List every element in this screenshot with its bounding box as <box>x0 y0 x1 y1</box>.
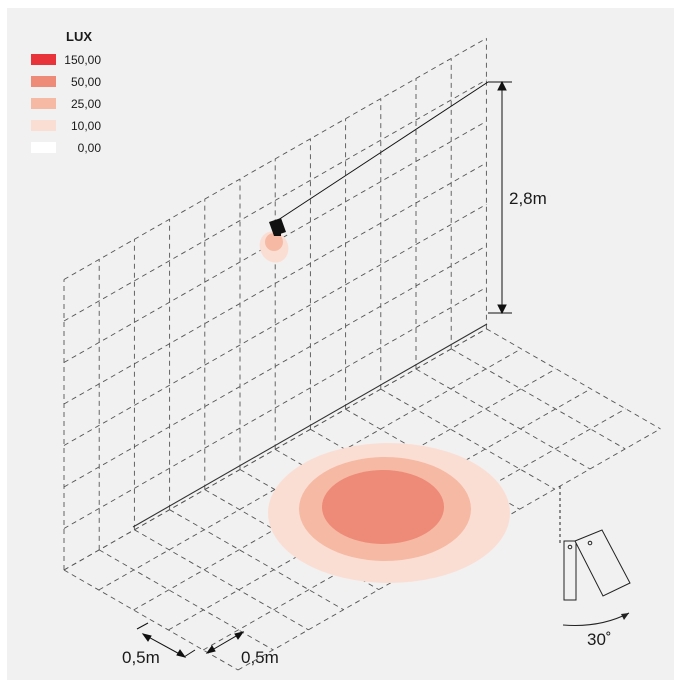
legend-swatch <box>31 54 56 65</box>
wall-grid-line <box>63 245 487 488</box>
height-dimension <box>274 80 512 315</box>
floor-grid-line <box>486 328 661 430</box>
wall-zone-25 <box>265 233 283 251</box>
grid-dimension-y <box>205 631 245 654</box>
wall-grid <box>63 37 487 571</box>
height-label: 2,8m <box>509 189 547 208</box>
wall-floor-edge <box>132 323 488 528</box>
legend-swatch <box>31 120 56 131</box>
floor-light-pool <box>268 443 510 583</box>
legend-label: 0,00 <box>78 141 102 155</box>
mount-plate <box>563 540 577 601</box>
legend-label: 10,00 <box>71 119 101 133</box>
wall-grid-line <box>63 37 487 280</box>
wall-grid-line <box>63 162 487 405</box>
legend-label: 25,00 <box>71 97 101 111</box>
wall-luminaire-icon <box>269 218 286 236</box>
wall-grid-line <box>63 79 487 322</box>
legend-swatch <box>31 76 56 87</box>
lux-legend: LUX 150,00 50,00 25,00 10,00 0,00 <box>31 29 101 155</box>
wall-light-pool <box>259 231 289 263</box>
legend-label: 150,00 <box>64 53 101 67</box>
floor-grid-line <box>169 509 344 611</box>
floor-grid-line <box>63 569 239 671</box>
legend-title: LUX <box>66 29 92 44</box>
wall-grid-line <box>63 286 487 529</box>
zone-50-lux <box>322 470 444 544</box>
wall-grid-line <box>63 203 487 446</box>
lighting-diagram: 2,8m 0,5m 0,5m 30˚ LUX 150,00 50,00 25,00 1… <box>31 29 661 671</box>
floor-grid-line <box>134 529 309 631</box>
floor-grid-line <box>380 388 556 490</box>
floor-grid-line <box>450 348 626 450</box>
grid-y-label: 0,5m <box>241 648 279 667</box>
tilt-angle-label: 30˚ <box>587 630 612 649</box>
legend-label: 50,00 <box>71 75 101 89</box>
grid-dimension-x <box>136 622 196 658</box>
floor-grid-line <box>415 368 591 470</box>
floor-grid-line <box>63 328 487 571</box>
tilted-head <box>574 529 631 597</box>
tilt-detail <box>559 486 631 626</box>
legend-swatch <box>31 98 56 109</box>
diagram-frame: 2,8m 0,5m 0,5m 30˚ LUX 150,00 50,00 25,00 1… <box>7 8 674 680</box>
legend-swatch <box>31 142 56 153</box>
grid-x-label: 0,5m <box>122 648 160 667</box>
floor-grid-line <box>98 549 274 651</box>
